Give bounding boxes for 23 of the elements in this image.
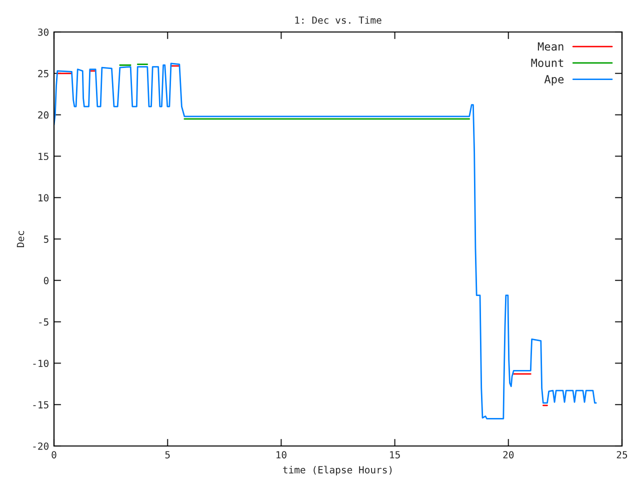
y-tick-label: 10 bbox=[38, 194, 49, 202]
x-tick-label: 25 bbox=[616, 451, 628, 458]
x-tick-label: 20 bbox=[503, 451, 514, 458]
x-tick-label: 15 bbox=[390, 451, 400, 458]
legend-label: Mount bbox=[531, 58, 564, 68]
legend-label: Ape bbox=[544, 75, 564, 86]
y-axis-title: Dec bbox=[16, 231, 24, 248]
x-axis-title: time (Elapse Hours) bbox=[283, 466, 392, 476]
y-tick-label: 20 bbox=[38, 111, 49, 119]
y-tick-label: -10 bbox=[33, 360, 49, 368]
y-tick-label: -20 bbox=[33, 442, 49, 450]
chart-title: 1: Dec vs. Time bbox=[295, 16, 382, 24]
y-tick-label: -15 bbox=[33, 401, 48, 408]
x-tick-label: 0 bbox=[52, 451, 56, 458]
y-tick-label: -5 bbox=[39, 318, 48, 326]
legend-label: Mean bbox=[538, 42, 564, 51]
x-tick-label: 5 bbox=[165, 451, 170, 458]
x-tick-label: 10 bbox=[276, 451, 286, 458]
y-tick-label: 0 bbox=[44, 276, 49, 284]
y-tick-label: 25 bbox=[38, 70, 48, 78]
y-tick-label: 30 bbox=[38, 28, 49, 36]
y-tick-label: 15 bbox=[38, 152, 48, 160]
y-tick-label: 5 bbox=[44, 236, 48, 243]
